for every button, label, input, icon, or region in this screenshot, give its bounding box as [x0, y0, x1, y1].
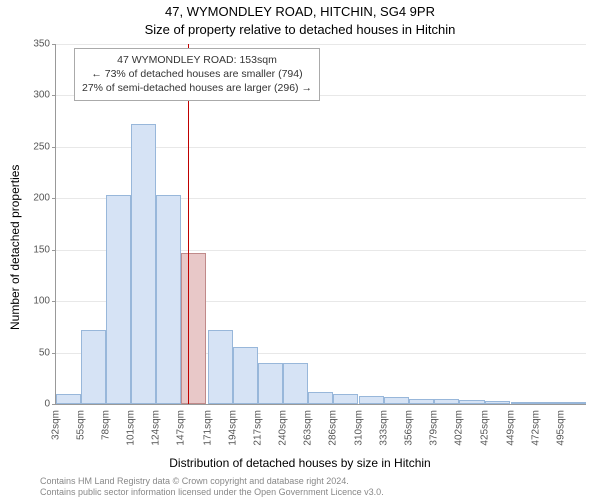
xtick-label: 55sqm — [76, 410, 87, 440]
histogram-bar — [56, 394, 81, 404]
histogram-bar — [81, 330, 106, 404]
ytick-label: 0 — [44, 399, 50, 410]
histogram-bar — [536, 402, 561, 404]
ytick-mark — [52, 44, 56, 45]
xtick-label: 124sqm — [151, 410, 162, 446]
xtick-label: 425sqm — [479, 410, 490, 446]
xtick-label: 147sqm — [176, 410, 187, 446]
plot-area: 05010015020025030035032sqm55sqm78sqm101s… — [55, 44, 586, 405]
ytick-mark — [52, 147, 56, 148]
footer-attribution: Contains HM Land Registry data © Crown c… — [40, 476, 384, 499]
ytick-label: 300 — [33, 90, 50, 101]
xtick-label: 333sqm — [379, 410, 390, 446]
xtick-label: 101sqm — [126, 410, 137, 446]
xtick-label: 286sqm — [327, 410, 338, 446]
histogram-bar — [233, 347, 258, 404]
histogram-bar — [156, 195, 181, 404]
chart-subtitle: Size of property relative to detached ho… — [0, 22, 600, 37]
histogram-bar-highlight — [181, 253, 206, 404]
xtick-label: 356sqm — [404, 410, 415, 446]
ytick-label: 50 — [39, 347, 50, 358]
ytick-mark — [52, 198, 56, 199]
histogram-bar — [333, 394, 358, 404]
histogram-bar — [384, 397, 409, 404]
histogram-bar — [459, 400, 484, 404]
annotation-line-1: 47 WYMONDLEY ROAD: 153sqm — [82, 53, 312, 67]
gridline-h — [56, 44, 586, 45]
xtick-label: 78sqm — [101, 410, 112, 440]
xtick-label: 495sqm — [555, 410, 566, 446]
ytick-mark — [52, 353, 56, 354]
annotation-line-2: ← 73% of detached houses are smaller (79… — [82, 67, 312, 81]
histogram-bar — [283, 363, 308, 404]
xtick-label: 240sqm — [277, 410, 288, 446]
footer-line-2: Contains public sector information licen… — [40, 487, 384, 498]
histogram-bar — [131, 124, 156, 404]
ytick-label: 250 — [33, 141, 50, 152]
xtick-label: 194sqm — [227, 410, 238, 446]
xtick-label: 263sqm — [302, 410, 313, 446]
histogram-bar — [511, 402, 536, 404]
ytick-label: 100 — [33, 296, 50, 307]
xtick-label: 449sqm — [505, 410, 516, 446]
histogram-bar — [258, 363, 283, 404]
ytick-mark — [52, 250, 56, 251]
ytick-mark — [52, 301, 56, 302]
chart-title-address: 47, WYMONDLEY ROAD, HITCHIN, SG4 9PR — [0, 4, 600, 19]
annotation-box: 47 WYMONDLEY ROAD: 153sqm ← 73% of detac… — [74, 48, 320, 101]
histogram-bar — [561, 402, 586, 404]
histogram-bar — [106, 195, 131, 404]
xtick-label: 32sqm — [51, 410, 62, 440]
histogram-bar — [409, 399, 434, 404]
histogram-bar — [208, 330, 233, 404]
histogram-bar — [359, 396, 384, 404]
y-axis-label: Number of detached properties — [8, 165, 22, 330]
xtick-label: 310sqm — [354, 410, 365, 446]
xtick-label: 472sqm — [530, 410, 541, 446]
histogram-bar — [434, 399, 459, 404]
ytick-mark — [52, 404, 56, 405]
histogram-bar — [308, 392, 333, 404]
xtick-label: 402sqm — [454, 410, 465, 446]
xtick-label: 171sqm — [202, 410, 213, 446]
xtick-label: 217sqm — [252, 410, 263, 446]
footer-line-1: Contains HM Land Registry data © Crown c… — [40, 476, 384, 487]
ytick-label: 350 — [33, 39, 50, 50]
ytick-label: 150 — [33, 244, 50, 255]
ytick-label: 200 — [33, 193, 50, 204]
annotation-line-3: 27% of semi-detached houses are larger (… — [82, 81, 312, 95]
histogram-bar — [485, 401, 510, 404]
chart-container: 47, WYMONDLEY ROAD, HITCHIN, SG4 9PR Siz… — [0, 0, 600, 500]
ytick-mark — [52, 95, 56, 96]
x-axis-label: Distribution of detached houses by size … — [0, 456, 600, 470]
xtick-label: 379sqm — [429, 410, 440, 446]
